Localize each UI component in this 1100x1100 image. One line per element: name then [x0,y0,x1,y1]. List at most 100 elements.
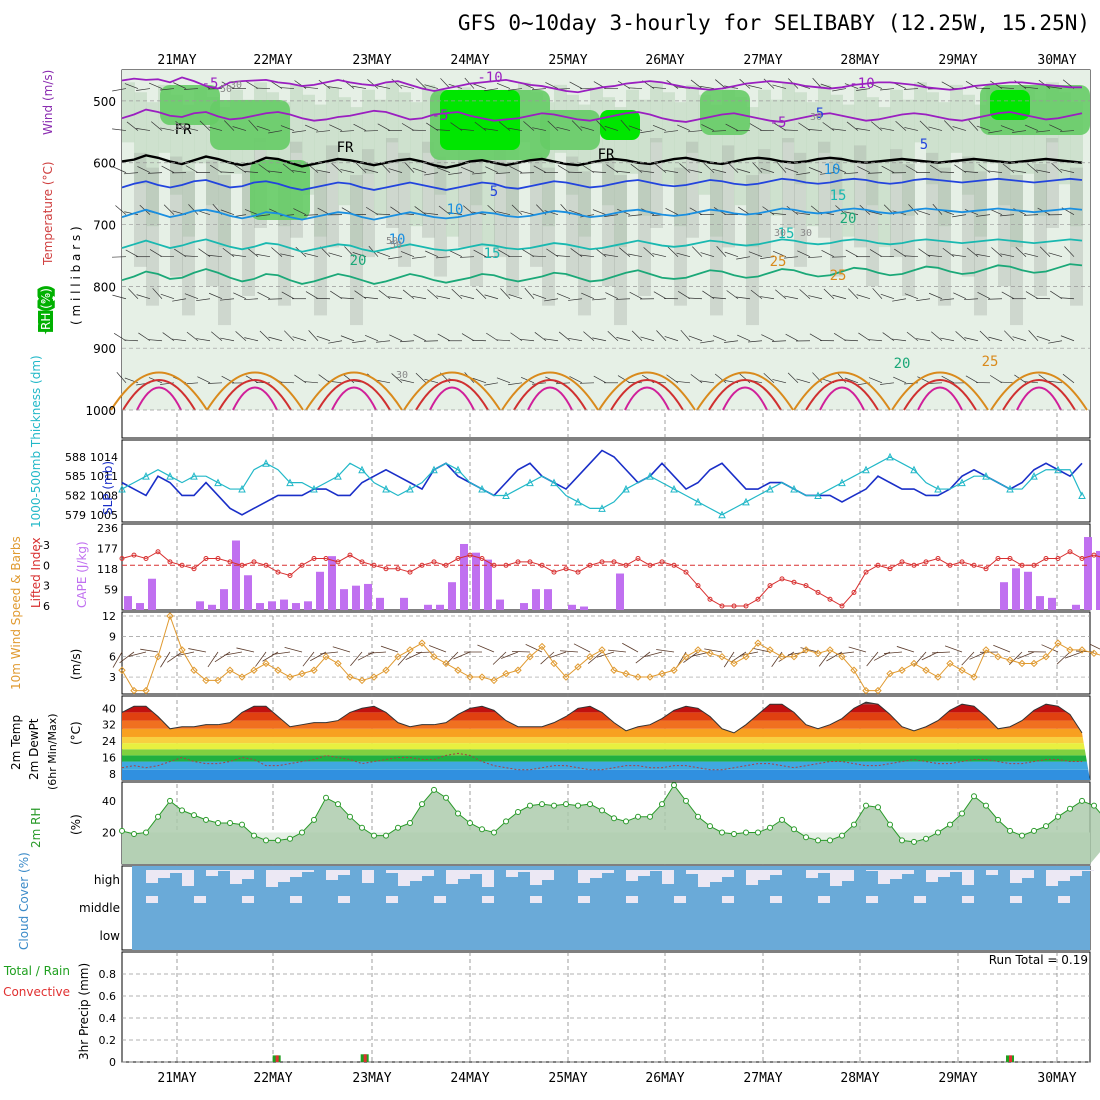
wind-barb [484,294,499,300]
wind-barb [772,250,787,258]
cloud-clear-mid [578,896,590,903]
thickness-marker [910,465,918,474]
wind-barb [533,165,547,173]
wind-barb [544,298,559,302]
cloud-clear-high [710,870,722,882]
precip-conv-legend: Convective [3,985,70,999]
li-marker [491,562,497,568]
wind-barb [508,88,523,91]
rh-band [614,175,627,326]
wind-barb [868,210,883,215]
wind10-marker [946,659,954,668]
wind-barb [592,337,607,342]
cape-bar [244,575,252,610]
wind-barb [942,247,955,257]
cloud-clear-mid [338,896,350,903]
cape-axis-label: CAPE (J/kg) [75,541,89,608]
li-marker [971,562,977,568]
temp-tick-label: 24 [102,735,116,748]
wind-barb [763,372,775,384]
wind10-marker [826,646,834,654]
cape-tick-label: 59 [104,584,118,597]
cape-bar [304,601,312,610]
rh2m-axis-label: 2m RH [29,808,43,849]
wind10-marker [274,666,282,674]
warm-isotherm-loop [305,371,403,411]
rh2m-marker [599,807,605,814]
wind-barb [282,163,295,173]
wind-barb [771,651,783,667]
rh2m-marker [767,824,773,831]
cape-bar [124,596,132,610]
slp-tick-label: 1008 [90,489,118,502]
cloud-clear-high [518,870,530,872]
wind-barb [868,377,883,384]
cloud-clear-high [482,870,494,887]
rh-band [206,160,219,287]
wind-barb [832,88,847,92]
rh2m-marker [263,837,269,844]
li-marker [575,569,581,575]
li-marker [683,569,689,575]
cloud-clear-high [986,870,998,875]
wind10-marker [910,659,918,668]
wind-barb [163,204,175,215]
wind-barb [1039,246,1051,257]
li-marker [767,583,773,589]
wind10-marker [850,666,858,674]
li-marker [995,556,1001,562]
li-marker [983,566,989,572]
wind-barb [628,214,643,217]
wind10-marker [682,652,690,661]
rh2m-marker [731,831,737,838]
cape-bar [484,559,492,610]
contour-label: 5 [920,137,928,153]
rh2m-marker [335,801,341,808]
wind-barb [688,297,703,300]
date-tick-bottom: 28MAY [840,1071,879,1086]
wind-barb [305,291,319,300]
rh-band [890,149,903,258]
wind-barb [787,372,799,384]
thickness-marker [1054,465,1062,474]
wind-barb [763,78,775,89]
wind-barb [316,130,331,133]
wind-barb [440,78,451,89]
wind-barb [894,248,907,257]
wind10-series [118,612,1100,695]
wind-barb [736,296,751,300]
wind-barb [136,294,151,300]
wind-barb [905,165,919,173]
wind-barb [712,335,727,342]
temp-band [122,749,1090,756]
wind-barb [352,85,367,89]
rh-band [902,163,915,296]
wind-barb [304,86,319,89]
li-marker [479,556,485,562]
pressure-tick-label: 1000 [85,404,116,418]
wind-barb [796,172,811,176]
temp-tick-label: 40 [102,702,116,715]
rh2m-marker [791,826,797,833]
thickness-marker [598,504,606,512]
cloud-clear-mid [482,896,494,903]
wind-barb [1024,124,1039,131]
wind-barb [700,252,715,258]
cloud-clear-mid [242,896,254,903]
wind-barb [928,254,943,258]
wind10-marker [1006,656,1014,664]
wind-barb [1051,162,1063,173]
rh-axis-label: RH (%) [39,288,53,330]
wind-barb [532,255,547,258]
wind-barb [964,337,979,342]
wind10-marker [514,666,522,674]
wind10-marker [550,659,558,668]
cape-bar [1000,582,1008,610]
wind-barb [617,375,631,384]
rh-band [1010,175,1023,326]
cloud-clear-high [530,870,542,885]
wind-barb [173,82,187,89]
contour-label: -10 [477,70,502,86]
wind-barb [453,651,471,660]
wind10-marker [1018,659,1026,668]
